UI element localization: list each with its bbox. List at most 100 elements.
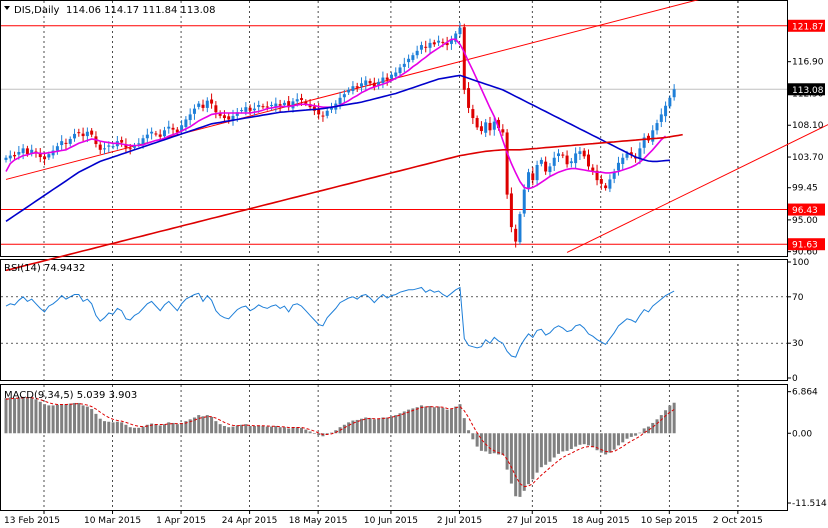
price-panel[interactable] — [0, 0, 788, 257]
candle-body — [201, 104, 205, 108]
macd-histogram-bar — [664, 410, 668, 434]
candle-body — [638, 148, 642, 160]
macd-signal-line — [5, 397, 675, 488]
candle-body — [244, 107, 248, 112]
macd-histogram-bar — [531, 433, 535, 480]
macd-histogram-bar — [561, 433, 565, 452]
candle-body — [411, 55, 415, 60]
candle-body — [171, 127, 175, 130]
candle-body — [282, 102, 286, 106]
price-axis-label: 99.45 — [792, 184, 818, 194]
macd-histogram-bar — [25, 398, 29, 434]
macd-histogram-bar — [308, 431, 312, 434]
macd-histogram-bar — [150, 423, 154, 434]
price-axis-label: 103.70 — [792, 153, 824, 163]
candle-body — [471, 109, 475, 119]
macd-histogram-bar — [132, 427, 136, 434]
candle-body — [120, 139, 124, 143]
macd-histogram-bar — [201, 416, 205, 434]
macd-histogram-bar — [514, 433, 518, 497]
candle-body — [385, 77, 389, 80]
price-axis-label: 116.90 — [792, 58, 824, 68]
candle-body — [17, 151, 21, 155]
macd-histogram-bar — [449, 409, 453, 434]
macd-histogram-bar — [402, 411, 406, 434]
price-layer — [1, 0, 828, 272]
candle-body — [150, 131, 154, 134]
macd-histogram-bar — [120, 422, 124, 434]
candle-body — [192, 108, 196, 114]
candle-body — [68, 138, 72, 144]
candle-body — [158, 134, 162, 137]
macd-histogram-bar — [141, 426, 145, 434]
candle-body — [445, 42, 449, 46]
macd-histogram-bar — [342, 424, 346, 434]
candle-body — [235, 112, 239, 116]
candle-body — [415, 50, 419, 56]
candle-body — [274, 103, 278, 107]
candle-body — [646, 135, 650, 141]
macd-histogram-bar — [415, 407, 419, 434]
moving-average-line — [5, 74, 670, 222]
candle-body — [514, 228, 518, 242]
macd-histogram-bar — [522, 433, 526, 491]
candle-body — [437, 40, 441, 43]
macd-histogram-bar — [124, 424, 128, 434]
macd-histogram-bar — [484, 433, 488, 452]
macd-histogram-bar — [227, 427, 231, 434]
candle-body — [248, 107, 252, 111]
macd-axis-label: 6.864 — [792, 388, 818, 398]
macd-panel[interactable] — [0, 384, 788, 511]
macd-histogram-bar — [270, 426, 274, 434]
macd-histogram-bar — [411, 408, 415, 434]
candle-body — [252, 108, 256, 111]
macd-axis-label: -11.514 — [792, 499, 827, 509]
macd-histogram-bar — [330, 432, 334, 434]
candle-body — [664, 105, 668, 117]
macd-histogram-bar — [248, 425, 252, 434]
macd-histogram-bar — [424, 406, 428, 434]
candle-body — [291, 101, 295, 109]
macd-histogram-bar — [428, 405, 432, 434]
candle-body — [381, 77, 385, 84]
macd-histogram-bar — [184, 421, 188, 434]
candle-body — [608, 179, 612, 189]
rsi-panel[interactable] — [0, 259, 788, 381]
macd-histogram-bar — [64, 404, 68, 434]
candle-body — [539, 159, 543, 164]
macd-histogram-bar — [188, 419, 192, 434]
candle-body — [25, 148, 29, 155]
candle-body — [569, 161, 573, 164]
candle-body — [73, 133, 77, 139]
macd-histogram-bar — [646, 426, 650, 434]
candle-body — [462, 27, 466, 90]
candle-body — [222, 115, 226, 119]
macd-histogram-bar — [240, 424, 244, 434]
macd-histogram-bar — [218, 424, 222, 434]
candle-body — [591, 167, 595, 171]
macd-histogram-bar — [231, 426, 235, 434]
macd-histogram-bar — [651, 422, 655, 434]
candle-body — [432, 42, 436, 45]
candle-body — [518, 214, 522, 243]
macd-histogram-bar — [197, 415, 201, 434]
macd-histogram-bar — [394, 415, 398, 434]
candle-body — [132, 145, 136, 148]
candle-body — [227, 116, 231, 120]
macd-histogram-bar — [509, 433, 513, 484]
candle-body — [111, 146, 115, 148]
candle-body — [175, 129, 179, 133]
macd-histogram-bar — [8, 397, 12, 434]
candle-body — [552, 157, 556, 166]
macd-histogram-bar — [539, 433, 543, 468]
candle-body — [257, 105, 261, 107]
dropdown-triangle-icon[interactable] — [4, 6, 10, 10]
macd-histogram-bar — [13, 398, 17, 434]
macd-histogram-bar — [458, 404, 462, 434]
candle-body — [81, 133, 85, 137]
candle-body — [484, 122, 488, 133]
macd-histogram-bar — [17, 397, 21, 434]
macd-histogram-bar — [98, 418, 102, 434]
date-axis-label: 1 Apr 2015 — [156, 516, 206, 526]
